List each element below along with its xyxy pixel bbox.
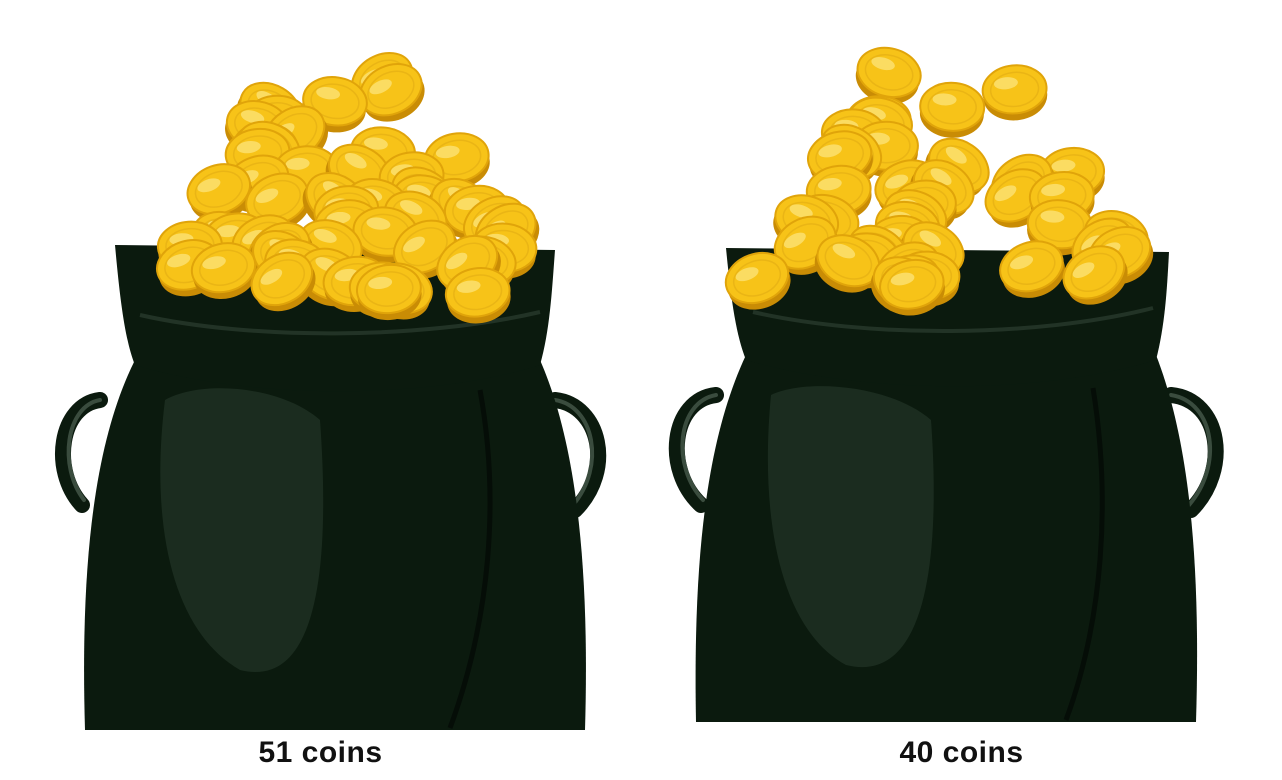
gold-coin [186, 163, 253, 221]
pot-handles [668, 387, 1224, 518]
gold-coin [855, 46, 922, 104]
gold-coin [444, 267, 511, 324]
gold-coin [359, 63, 425, 122]
coin-pile-left [156, 51, 540, 324]
gold-coin [814, 234, 881, 293]
gold-coin [981, 64, 1048, 121]
gold-coin [724, 251, 791, 310]
pot-panel-left: 51 coins [55, 51, 607, 769]
pot-of-gold-left [55, 51, 607, 730]
coin-pile-right [724, 46, 1154, 316]
coin-count-label-right: 40 coins [899, 736, 1024, 769]
pot-handles [55, 392, 607, 518]
gold-coin [250, 251, 316, 312]
gold-coin [919, 81, 986, 138]
pot-panel-right: 40 coins [641, 0, 1282, 780]
gold-coin [355, 263, 422, 321]
gold-coin [999, 240, 1065, 298]
gold-coin [879, 258, 945, 316]
pot-body-highlight [767, 386, 934, 668]
gold-coin [190, 242, 257, 300]
pot-body [84, 360, 586, 730]
pot-body-highlight [160, 388, 324, 673]
pot-of-gold-right [668, 46, 1224, 722]
gold-coin [1062, 245, 1128, 305]
coin-count-label-left: 51 coins [258, 736, 383, 769]
